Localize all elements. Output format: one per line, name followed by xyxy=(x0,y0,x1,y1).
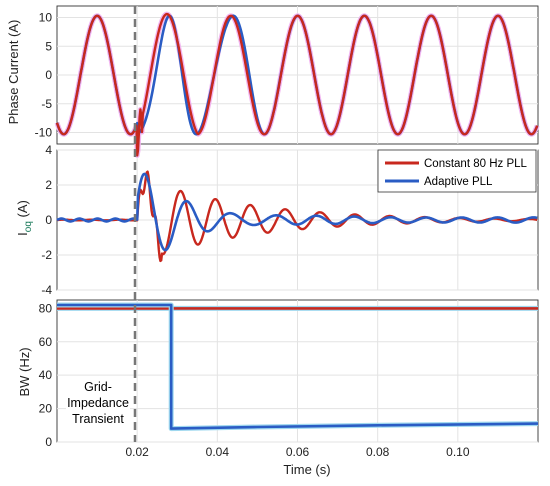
ytick-label-bottom: 0 xyxy=(45,435,52,449)
ytick-label-middle: 4 xyxy=(45,143,52,157)
series-adaptive-ioq xyxy=(56,172,538,252)
top-ylabel: Phase Current (A) xyxy=(6,20,21,125)
ytick-label-middle: -2 xyxy=(41,248,52,262)
ytick-label-top: 10 xyxy=(39,11,53,25)
transient-annotation: Grid- Impedance Transient xyxy=(66,376,130,426)
ytick-label-top: 0 xyxy=(45,68,52,82)
bottom-ylabel: BW (Hz) xyxy=(17,347,32,396)
xtick-label: 0.10 xyxy=(446,445,470,459)
xtick-label: 0.06 xyxy=(286,445,310,459)
ytick-label-top: -10 xyxy=(35,126,53,140)
ytick-label-top: 5 xyxy=(45,39,52,53)
legend: Constant 80 Hz PLL Adaptive PLL xyxy=(377,149,537,193)
bandwidth-lines xyxy=(57,302,539,432)
annotation-line-3: Transient xyxy=(72,412,124,426)
ytick-label-bottom: 20 xyxy=(39,402,53,416)
xtick-label: 0.02 xyxy=(125,445,149,459)
annotation-line-1: Grid- xyxy=(84,380,112,394)
ioq-lines xyxy=(56,170,538,263)
ytick-label-top: -5 xyxy=(41,97,52,111)
ytick-label-bottom: 40 xyxy=(39,368,53,382)
xtick-label: 0.08 xyxy=(366,445,390,459)
ytick-label-middle: 2 xyxy=(45,178,52,192)
x-axis-label: Time (s) xyxy=(283,462,330,477)
ytick-label-bottom: 80 xyxy=(39,301,53,315)
ytick-label-middle: 0 xyxy=(45,213,52,227)
middle-ylabel: Ioq (A) xyxy=(15,200,34,236)
series-adaptive-bw xyxy=(57,303,539,430)
ytick-label-middle: -4 xyxy=(41,283,52,297)
legend-label-adaptive: Adaptive PLL xyxy=(424,176,493,188)
legend-label-constant: Constant 80 Hz PLL xyxy=(424,158,528,170)
phase-current-lines xyxy=(54,11,540,158)
ytick-label-bottom: 60 xyxy=(39,335,53,349)
annotation-line-2: Impedance xyxy=(67,396,129,410)
xtick-label: 0.04 xyxy=(206,445,230,459)
series-constant-phase xyxy=(55,12,539,157)
